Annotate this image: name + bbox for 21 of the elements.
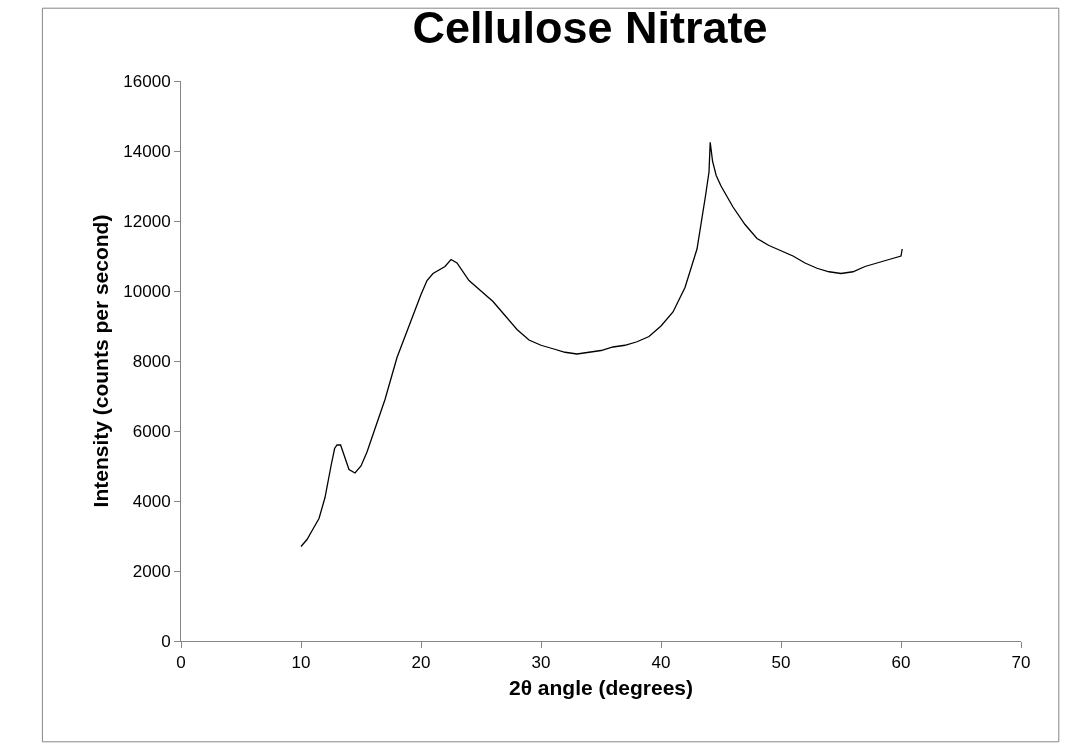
x-axis-title: 2θ angle (degrees) bbox=[508, 675, 694, 699]
line-series bbox=[300, 141, 903, 548]
chart-title: Cellulose Nitrate bbox=[412, 1, 768, 53]
y-tick-label: 8000 bbox=[132, 351, 171, 371]
x-tick-label: 10 bbox=[291, 653, 311, 673]
x-tick-label: 30 bbox=[531, 653, 551, 673]
y-axis-title: Intensity (counts per second) bbox=[89, 214, 113, 508]
x-tick-label: 0 bbox=[176, 653, 186, 673]
x-tick-label: 60 bbox=[891, 653, 911, 673]
y-tick-label: 10000 bbox=[123, 281, 171, 301]
y-tick-label: 16000 bbox=[123, 71, 171, 91]
y-tick-label: 14000 bbox=[123, 141, 171, 161]
x-tick-label: 70 bbox=[1011, 653, 1031, 673]
y-tick-label: 0 bbox=[161, 631, 171, 651]
y-tick-label: 12000 bbox=[123, 211, 171, 231]
y-tick-label: 4000 bbox=[132, 491, 171, 511]
x-tick-label: 20 bbox=[411, 653, 431, 673]
x-tick-label: 50 bbox=[771, 653, 791, 673]
y-tick-label: 2000 bbox=[132, 561, 171, 581]
x-tick-label: 40 bbox=[651, 653, 671, 673]
y-tick-label: 6000 bbox=[132, 421, 171, 441]
